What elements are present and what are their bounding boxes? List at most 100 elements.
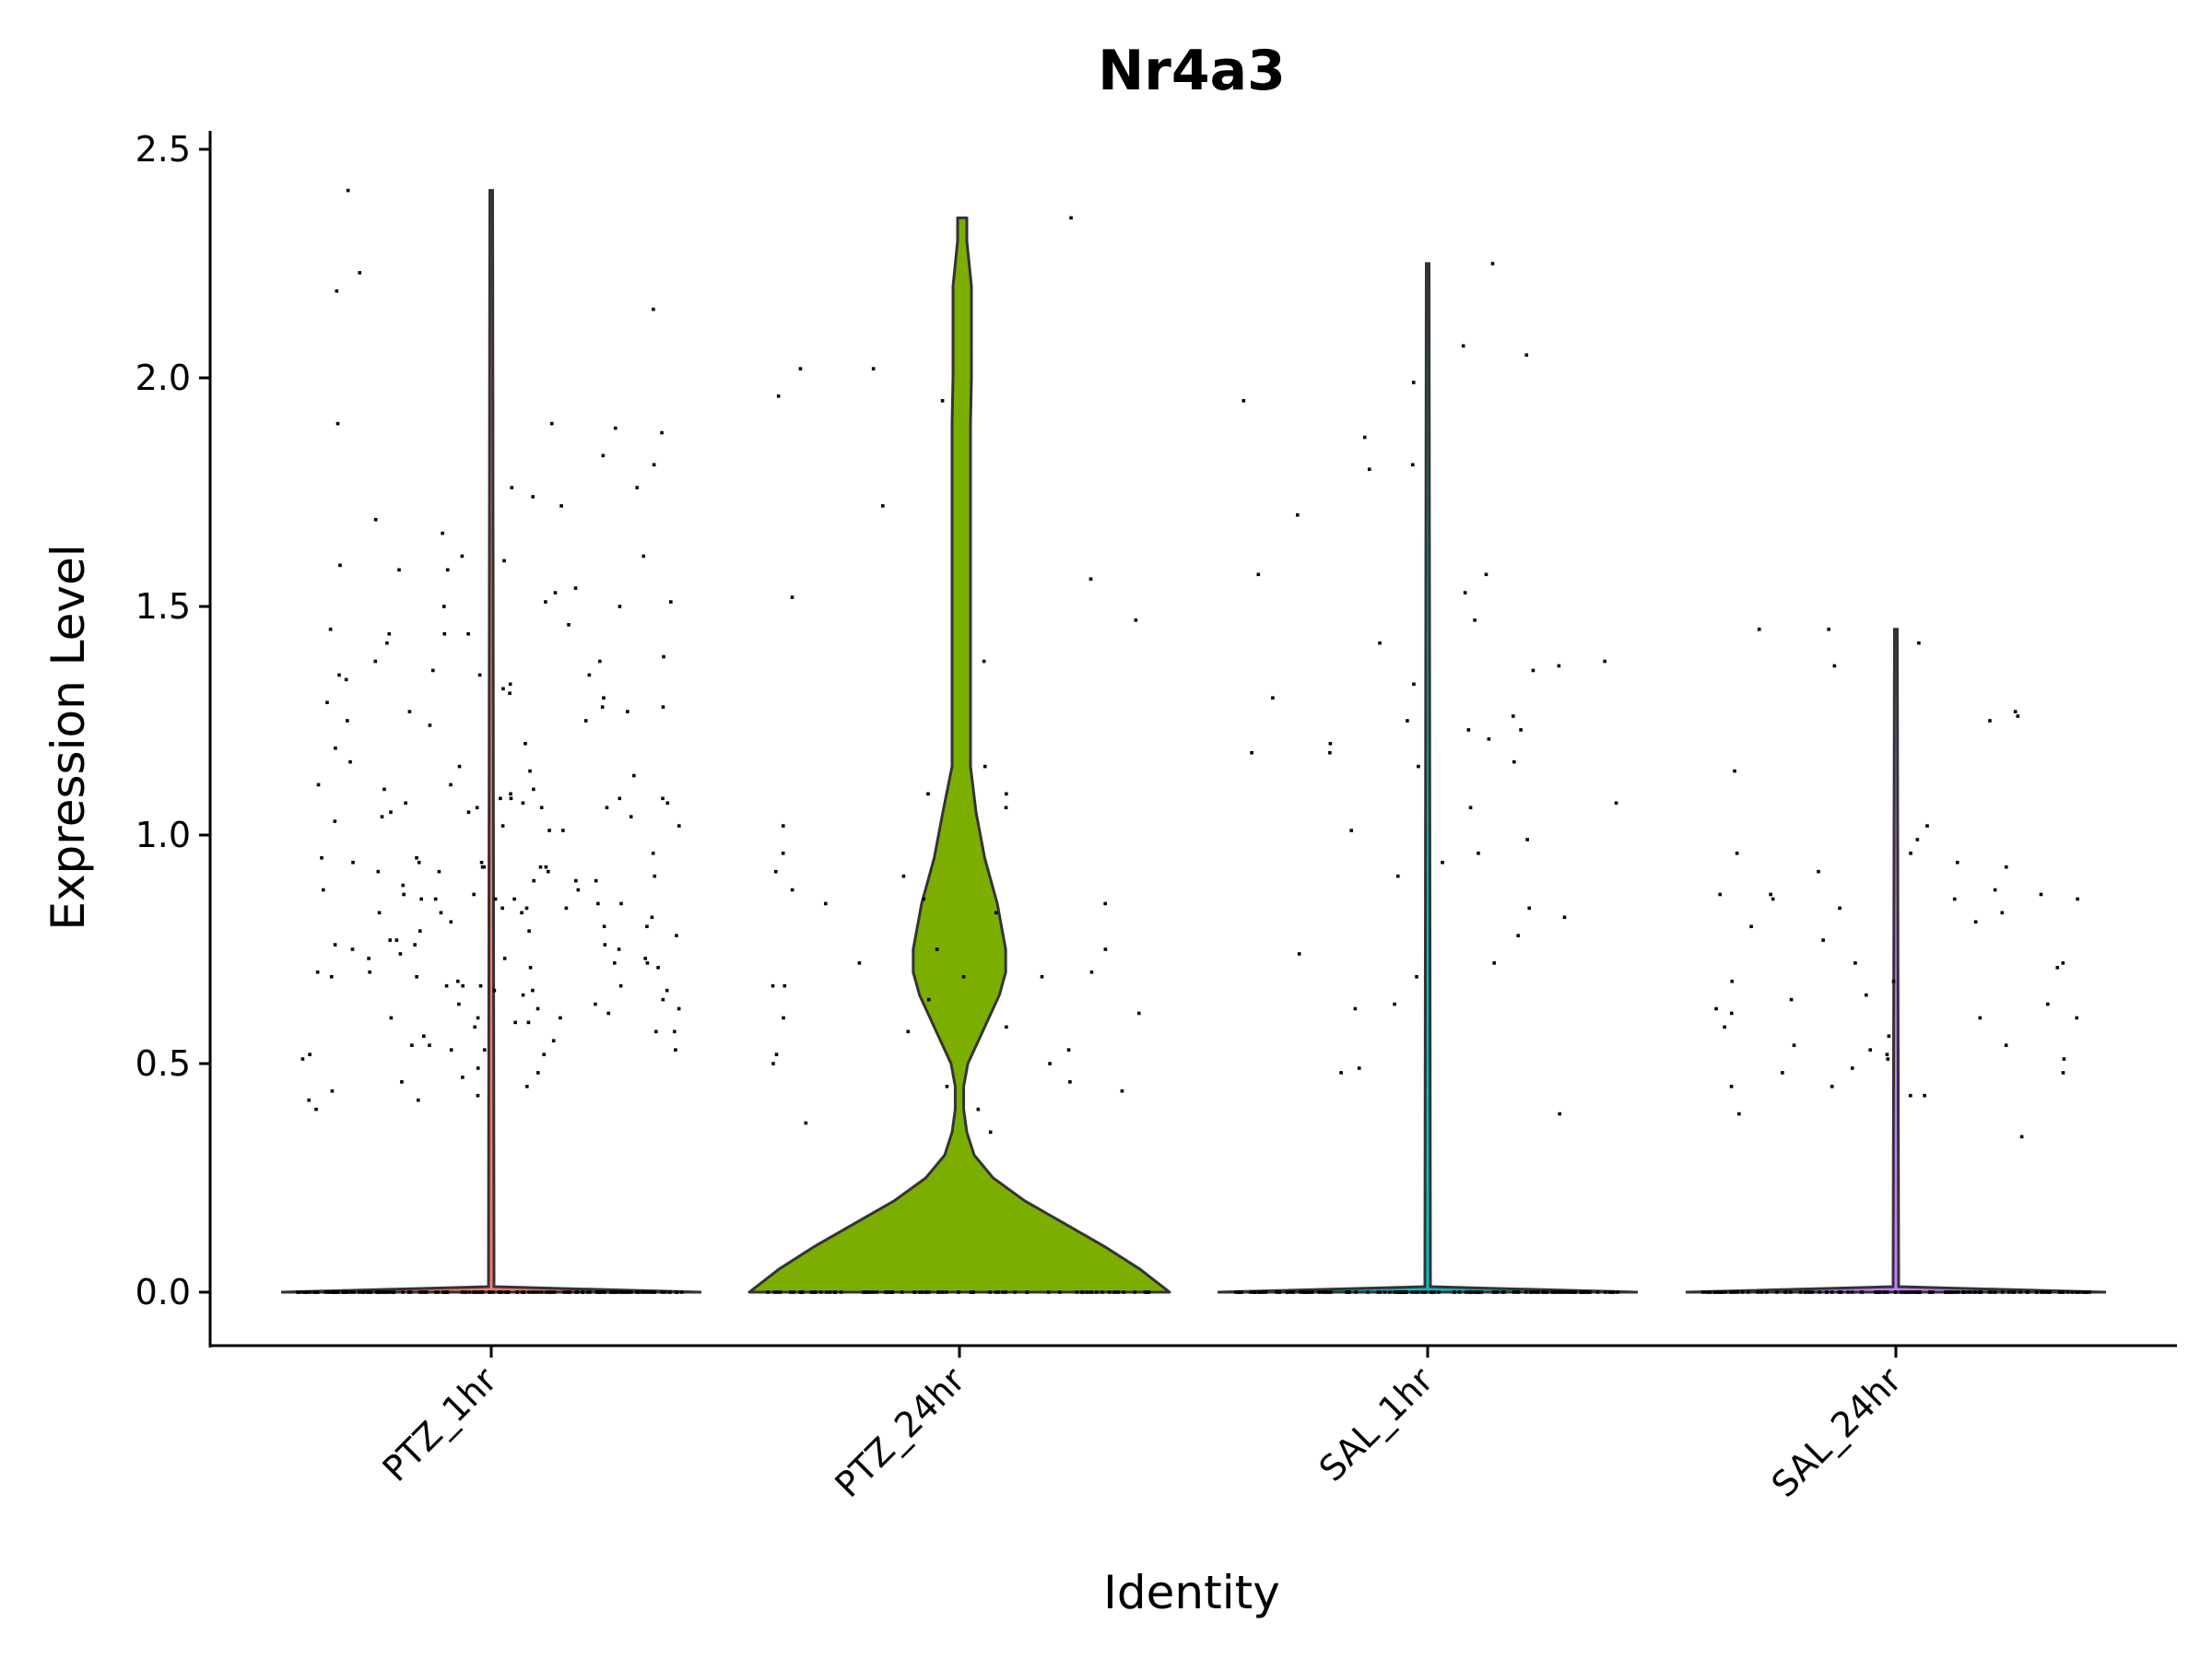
data-point — [1798, 1290, 1803, 1294]
data-point — [1804, 1290, 1807, 1294]
data-point — [677, 1006, 681, 1011]
data-point — [1614, 801, 1618, 806]
data-point — [373, 517, 378, 522]
data-point — [679, 1290, 684, 1294]
data-point — [1048, 1062, 1052, 1065]
data-point — [382, 1290, 387, 1294]
data-point — [1085, 1290, 1089, 1294]
data-point — [348, 759, 352, 764]
data-point — [585, 1290, 590, 1294]
data-point — [629, 815, 633, 818]
data-point — [857, 961, 862, 965]
data-point — [1894, 1290, 1898, 1294]
data-point — [1237, 1290, 1241, 1294]
data-point — [564, 1290, 568, 1294]
data-point — [1262, 1290, 1265, 1294]
data-point — [1453, 1290, 1456, 1294]
data-point — [1376, 1290, 1381, 1294]
data-point — [775, 1290, 779, 1294]
data-point — [1571, 1290, 1574, 1294]
data-point — [1532, 1290, 1536, 1294]
data-point — [1329, 1290, 1333, 1294]
data-point — [531, 495, 535, 499]
data-point — [476, 1016, 480, 1020]
data-point — [789, 1290, 793, 1294]
data-point — [2006, 1290, 2011, 1294]
data-point — [875, 1290, 878, 1294]
data-point — [1107, 1290, 1112, 1294]
data-point — [646, 1290, 651, 1294]
data-point — [2061, 1290, 2065, 1294]
data-point — [1393, 1290, 1397, 1294]
data-point — [1966, 1290, 1970, 1294]
data-point — [325, 700, 329, 704]
data-point — [1487, 737, 1491, 741]
data-point — [1789, 997, 1794, 1002]
data-point — [988, 1290, 992, 1294]
data-point — [1735, 1290, 1740, 1294]
data-point — [665, 988, 669, 993]
data-point — [415, 856, 418, 860]
data-point — [581, 1290, 584, 1294]
data-point — [1993, 888, 1997, 892]
data-point — [1414, 1290, 1418, 1294]
data-point — [401, 883, 406, 888]
data-point — [2083, 1290, 2088, 1294]
data-point — [1259, 1290, 1264, 1294]
data-point — [1004, 1290, 1007, 1294]
data-point — [1595, 1290, 1600, 1294]
data-point — [544, 600, 547, 604]
data-point — [1066, 1048, 1071, 1052]
data-point — [544, 865, 548, 869]
data-point — [940, 399, 945, 403]
data-point — [2042, 1290, 2046, 1294]
data-point — [1564, 1290, 1568, 1294]
data-point — [331, 1290, 335, 1294]
x-tick-label: SAL_1hr — [1312, 1359, 1441, 1489]
data-point — [1718, 892, 1723, 897]
data-point — [1295, 513, 1300, 517]
data-point — [945, 1085, 949, 1088]
data-point — [1345, 1290, 1348, 1294]
data-point — [1468, 806, 1473, 810]
data-point — [532, 878, 535, 883]
data-point — [346, 1290, 349, 1294]
data-point — [971, 1290, 975, 1294]
data-point — [1559, 1290, 1563, 1294]
data-point — [1527, 906, 1532, 911]
data-point — [1457, 1290, 1462, 1294]
data-point — [397, 568, 401, 572]
data-point — [428, 1043, 431, 1047]
data-point — [547, 1290, 552, 1294]
data-point — [1749, 924, 1753, 928]
data-point — [1769, 892, 1772, 897]
data-point — [457, 764, 462, 769]
data-point — [402, 892, 406, 897]
data-point — [1838, 906, 1841, 911]
data-point — [2076, 897, 2079, 901]
data-point — [1490, 262, 1495, 265]
data-point — [641, 554, 646, 559]
data-point — [444, 983, 449, 988]
data-point — [329, 974, 334, 979]
data-point — [479, 860, 484, 865]
data-point — [472, 892, 476, 897]
data-point — [508, 691, 512, 696]
data-point — [1349, 829, 1354, 832]
violin-group-PTZ_24hr — [747, 216, 1171, 1294]
data-point — [1562, 915, 1567, 920]
data-point — [350, 947, 355, 951]
data-point — [389, 1016, 394, 1020]
data-point — [1978, 1016, 1983, 1020]
x-tick-label: PTZ_1hr — [375, 1359, 505, 1489]
data-point — [1885, 1053, 1889, 1056]
data-point — [1556, 1290, 1560, 1294]
data-point — [612, 1290, 616, 1294]
y-tick-label: 1.0 — [135, 815, 191, 855]
data-point — [551, 1039, 556, 1042]
data-point — [330, 1088, 335, 1093]
data-point — [464, 1290, 467, 1294]
data-point — [1973, 1290, 1977, 1294]
data-point — [901, 874, 906, 878]
data-point — [1705, 1290, 1709, 1294]
